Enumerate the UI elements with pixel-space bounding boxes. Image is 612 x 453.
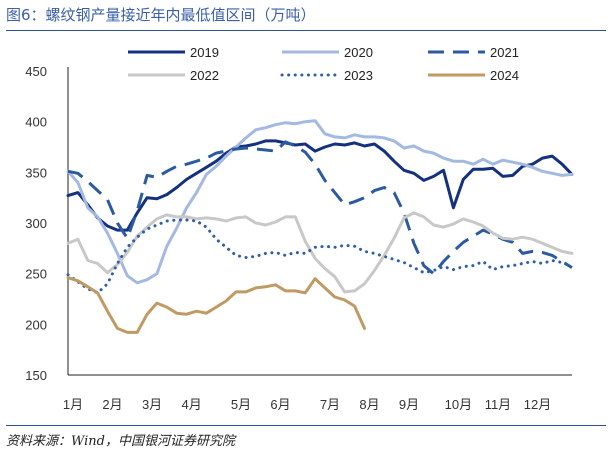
- x-tick-label-7: 7月: [320, 397, 340, 412]
- x-tick-label-1: 1月: [63, 397, 83, 412]
- series-line-2021: [67, 140, 573, 276]
- legend-label-2023: 2023: [344, 68, 373, 83]
- x-tick-label-11: 11月: [485, 397, 512, 412]
- series-line-2022: [66, 211, 574, 294]
- y-tick-label-200: 200: [25, 317, 47, 332]
- series-line-2024: [66, 276, 366, 334]
- y-tick-label-300: 300: [25, 216, 47, 231]
- x-tick-label-12: 12月: [524, 397, 551, 412]
- legend-label-2020: 2020: [344, 45, 373, 60]
- series-line-2019: [66, 139, 574, 232]
- y-tick-label-150: 150: [25, 368, 47, 383]
- legend-label-2021: 2021: [490, 45, 519, 60]
- x-tick-label-3: 3月: [142, 397, 162, 412]
- legend-label-2024: 2024: [490, 68, 519, 83]
- legend-label-2019: 2019: [190, 45, 219, 60]
- x-tick-label-2: 2月: [102, 397, 122, 412]
- source-rule: [6, 425, 606, 426]
- legend-label-2022: 2022: [190, 68, 219, 83]
- series-line-2020: [66, 119, 574, 285]
- x-tick-label-4: 4月: [181, 397, 201, 412]
- x-tick-label-6: 6月: [270, 397, 290, 412]
- source-note: 资料来源：Wind，中国银河证券研究院: [6, 434, 235, 449]
- x-tick-label-9: 9月: [399, 397, 419, 412]
- x-tick-label-5: 5月: [231, 397, 251, 412]
- y-tick-label-450: 450: [25, 64, 47, 79]
- title-rule: [6, 30, 606, 31]
- x-tick-label-8: 8月: [359, 397, 379, 412]
- y-tick-label-350: 350: [25, 165, 47, 180]
- chart-title: 图6：螺纹钢产量接近年内最低值区间（万吨）: [6, 6, 316, 24]
- y-tick-label-400: 400: [25, 115, 47, 130]
- y-tick-label-250: 250: [25, 267, 47, 282]
- x-tick-label-10: 10月: [445, 397, 472, 412]
